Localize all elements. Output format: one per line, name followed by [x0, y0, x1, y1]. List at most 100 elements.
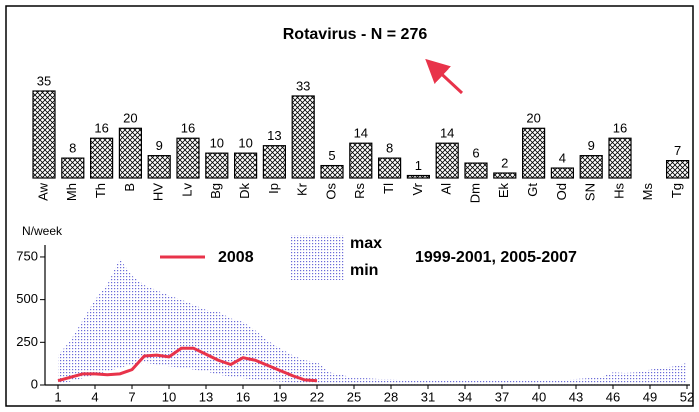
x-tick-label: Th	[93, 183, 108, 198]
data-label: 7	[674, 143, 681, 158]
x-tick-label: 25	[347, 389, 361, 404]
x-tick-label: Os	[323, 183, 338, 200]
data-label: 16	[94, 121, 108, 136]
data-label: 13	[267, 128, 281, 143]
bar	[176, 137, 200, 179]
x-tick-label: 40	[532, 389, 546, 404]
data-label: 2	[501, 155, 508, 170]
x-tick-label: 10	[162, 389, 176, 404]
x-tick-label: B	[122, 183, 137, 192]
legend-band-label: 1999-2001, 2005-2007	[415, 249, 577, 266]
x-tick-label: 7	[128, 389, 135, 404]
x-tick-label: Mh	[64, 183, 79, 201]
x-tick-label: HV	[151, 183, 166, 201]
data-label: 14	[354, 126, 368, 141]
x-tick-label: 37	[495, 389, 509, 404]
data-label: 5	[328, 148, 335, 163]
x-tick-label: 52	[680, 389, 694, 404]
bar	[493, 172, 517, 179]
bar	[435, 142, 459, 179]
bar	[521, 127, 546, 179]
range-band	[58, 258, 687, 385]
legend-band-swatch	[290, 235, 345, 280]
bar	[291, 95, 315, 179]
x-tick-label: 46	[606, 389, 620, 404]
bar	[32, 90, 56, 179]
data-label: 8	[69, 141, 76, 156]
bar	[665, 160, 690, 179]
x-tick-label: 28	[384, 389, 398, 404]
x-tick-label: 13	[199, 389, 213, 404]
x-tick-label: 1	[54, 389, 61, 404]
x-tick-label: Bg	[208, 183, 223, 199]
bar	[579, 155, 603, 179]
x-tick-label: Gt	[525, 183, 540, 197]
bar	[205, 152, 229, 179]
series-line	[57, 346, 318, 383]
bar	[349, 142, 373, 179]
y-axis-label: N/week	[22, 224, 63, 238]
x-tick-label: Tg	[669, 183, 684, 198]
x-tick-label: Aw	[35, 182, 50, 200]
data-label: 16	[181, 121, 195, 136]
y-tick-label: 500	[16, 291, 38, 306]
bar	[378, 157, 402, 179]
y-tick-label: 750	[16, 248, 38, 263]
bar	[234, 152, 258, 179]
x-tick-label: 43	[569, 389, 583, 404]
x-tick-label: Ip	[266, 183, 281, 194]
x-tick-label: 22	[310, 389, 324, 404]
data-label: 10	[210, 136, 224, 151]
legend-max: max	[350, 235, 382, 252]
x-tick-label: Od	[554, 183, 569, 200]
bar	[61, 157, 85, 179]
data-label: 20	[123, 111, 137, 126]
x-tick-label: 49	[643, 389, 657, 404]
x-tick-label: Vr	[410, 182, 425, 195]
data-label: 10	[238, 136, 252, 151]
bar	[608, 137, 632, 179]
x-tick-label: Tl	[381, 183, 396, 194]
data-label: 1	[415, 158, 422, 173]
y-tick-label: 0	[31, 376, 38, 391]
bar	[262, 145, 286, 179]
x-tick-label: SN	[583, 183, 598, 201]
frame	[5, 5, 694, 407]
x-tick-label: Rs	[352, 183, 367, 199]
bar	[406, 174, 430, 179]
data-label: 4	[559, 150, 566, 165]
bar	[320, 164, 344, 179]
x-tick-label: Lv	[179, 183, 194, 197]
x-tick-label: 16	[236, 389, 250, 404]
bar	[89, 137, 114, 179]
data-label: 33	[296, 78, 310, 93]
data-label: 14	[440, 126, 454, 141]
x-tick-label: Dk	[237, 183, 252, 199]
chart-title: Rotavirus - N = 276	[283, 26, 428, 43]
x-tick-label: Ms	[640, 183, 655, 201]
x-tick-label: 34	[458, 389, 472, 404]
bar	[118, 127, 143, 179]
x-tick-label: 31	[421, 389, 435, 404]
data-label: 16	[613, 121, 627, 136]
legend-min: min	[350, 262, 378, 279]
x-tick-label: Kr	[295, 182, 310, 196]
x-tick-label: Al	[439, 183, 454, 195]
data-label: 8	[386, 141, 393, 156]
x-tick-label: 4	[91, 389, 98, 404]
data-label: 9	[588, 138, 595, 153]
arrow	[425, 58, 464, 95]
x-tick-label: Dm	[467, 183, 482, 203]
data-label: 35	[37, 73, 51, 88]
data-label: 6	[472, 146, 479, 161]
y-tick-label: 250	[16, 334, 38, 349]
x-tick-label: 19	[273, 389, 287, 404]
x-tick-label: Ek	[496, 183, 511, 199]
bar	[464, 162, 488, 179]
x-tick-label: Hs	[611, 183, 626, 199]
data-label: 20	[526, 111, 540, 126]
data-label: 9	[156, 138, 163, 153]
legend-label: 2008	[218, 249, 254, 266]
bar	[147, 155, 171, 179]
